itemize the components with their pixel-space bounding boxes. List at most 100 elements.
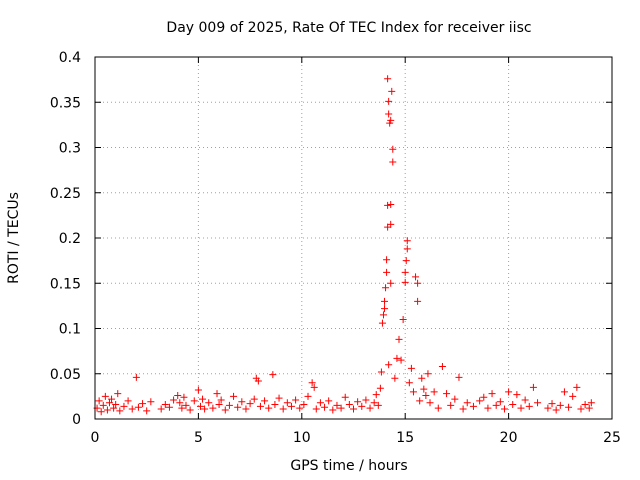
data-point [97,408,105,416]
y-tick-label: 0.2 [59,231,81,247]
grid-lines [95,57,612,419]
data-point [333,401,341,409]
data-point [476,397,484,405]
y-tick-label: 0.1 [59,322,81,338]
data-point [525,402,533,410]
data-point [379,311,387,319]
data-point [238,398,246,406]
data-point [414,279,422,287]
data-point [388,87,396,95]
data-point [124,397,132,405]
y-tick-label: 0.05 [50,367,81,383]
data-point [269,371,277,379]
data-point [201,405,209,413]
data-points [93,75,595,416]
data-point [337,404,345,412]
data-point [178,404,186,412]
data-point [401,278,409,286]
data-point [261,397,269,405]
data-point [112,401,120,409]
data-point [395,335,403,343]
data-point [513,391,521,399]
data-point [370,399,378,407]
data-point [488,390,496,398]
data-point [105,399,113,407]
data-point [182,401,190,409]
data-point [225,401,233,409]
data-point [95,397,103,405]
data-point [366,404,374,412]
data-point [296,404,304,412]
data-point [387,279,395,287]
data-point [242,405,250,413]
data-point [103,406,111,414]
data-point [312,405,320,413]
data-point [180,393,188,401]
data-point [401,268,409,276]
data-point [190,397,198,405]
plot-frame [94,56,613,420]
data-point [418,374,426,382]
data-point [560,388,568,396]
data-point [350,405,357,413]
data-point [389,145,397,153]
data-point [405,379,413,387]
y-tick-label: 0 [72,412,81,428]
y-tick-label: 0.35 [50,95,81,111]
data-point [387,201,395,209]
data-point [402,257,410,265]
data-point [509,401,517,409]
data-point [387,116,395,124]
data-point [430,388,438,396]
data-point [186,406,194,414]
data-point [101,392,109,400]
data-point [587,399,595,407]
data-point [521,396,529,404]
data-point [544,404,552,412]
y-axis-label: ROTI / TECUs [6,192,22,284]
data-point [573,383,581,391]
data-point [438,363,446,371]
x-tick-label: 20 [500,430,518,446]
data-point [581,401,589,409]
data-point [308,379,316,387]
data-point [362,396,370,404]
data-point [416,397,424,405]
data-point [569,392,577,400]
data-point [246,400,254,408]
data-point [422,391,430,399]
data-point [484,404,492,412]
data-point [120,402,128,410]
data-point [391,374,399,382]
data-point [194,386,202,394]
data-point [114,390,122,398]
data-point [321,403,329,411]
data-point [271,401,279,409]
data-point [139,400,147,408]
x-tick-label: 5 [194,430,203,446]
data-point [552,406,560,414]
data-point [132,373,140,381]
data-point [209,404,217,412]
data-point [382,284,390,292]
data-point [275,394,283,402]
data-point [341,393,349,401]
data-point [534,399,542,407]
data-point [463,399,471,407]
data-point [254,377,262,385]
data-point [409,388,417,396]
data-point [378,319,386,327]
data-point [469,402,477,410]
data-point [387,220,395,228]
y-tick-label: 0.4 [59,50,81,66]
data-point [217,396,225,404]
chart-title: Day 009 of 2025, Rate Of TEC Index for r… [166,20,531,36]
data-point [505,388,513,396]
data-point [143,407,151,415]
data-point [215,401,223,409]
data-point [384,201,392,209]
data-point [161,401,169,409]
x-tick-label: 10 [293,430,311,446]
data-point [196,402,204,410]
